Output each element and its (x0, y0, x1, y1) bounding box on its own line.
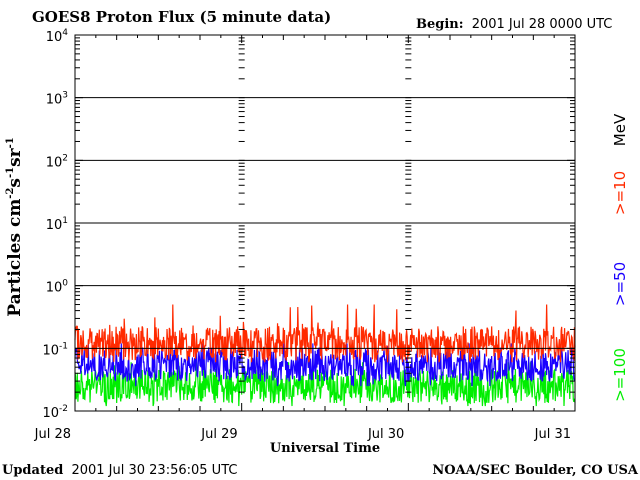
text-layer: 104 103 102 101 100 10-1 10-2 Jul 28 Jul 29 Jul 3… (5, 28, 629, 456)
y-tick-label: 104 (46, 28, 69, 45)
legend-series-10: >=10 (611, 171, 629, 215)
plot-frame (74, 34, 576, 412)
legend-series-50: >=50 (611, 262, 629, 306)
y-axis-label: Particles cm-2s-1sr-1 (5, 137, 25, 317)
x-tick-label: Jul 30 (367, 427, 404, 442)
grid-layer (75, 97, 575, 349)
series-layer (74, 304, 576, 407)
chart-title: GOES8 Proton Flux (5 minute data) (32, 8, 331, 26)
x-tick-label: Jul 31 (534, 427, 571, 442)
y-tick-label: 10-1 (42, 341, 68, 358)
y-tick-label: 10-2 (42, 404, 68, 421)
y-tick-label: 101 (46, 216, 68, 233)
y-tick-label: 103 (46, 91, 68, 108)
y-tick-label: 100 (46, 279, 69, 296)
x-axis-label: Universal Time (270, 441, 380, 456)
begin-time: Begin: 2001 Jul 28 0000 UTC (416, 17, 612, 32)
y-tick-label: 102 (46, 153, 68, 170)
x-tick-label: Jul 29 (200, 427, 237, 442)
x-tick-label: Jul 28 (34, 427, 71, 442)
legend-unit: MeV (611, 113, 629, 146)
series-ge10-line (74, 304, 576, 363)
updated-time: Updated 2001 Jul 30 23:56:05 UTC (2, 463, 237, 478)
legend-series-100: >=100 (611, 348, 629, 402)
credit-text: NOAA/SEC Boulder, CO USA (432, 463, 639, 478)
